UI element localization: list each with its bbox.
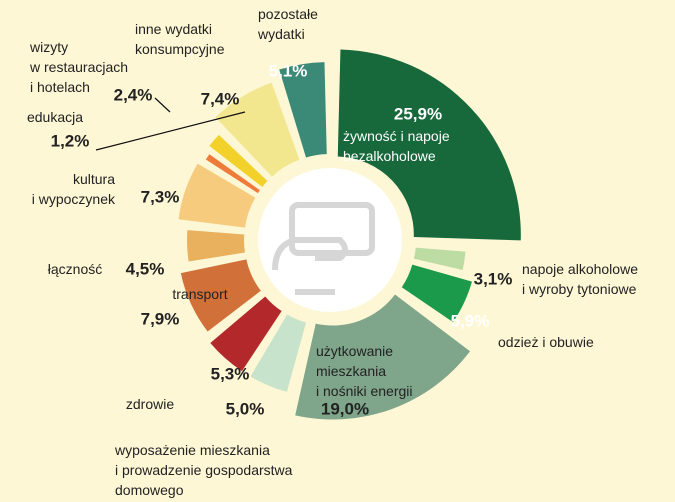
category-label: wyposażenie mieszkania i prowadzenie gosp… bbox=[114, 442, 293, 498]
value-label: 5,9% bbox=[451, 311, 490, 330]
value-label: 1,2% bbox=[51, 131, 90, 150]
slice bbox=[209, 134, 268, 187]
category-label: kultura i wypoczynek bbox=[32, 171, 116, 207]
value-label: 5,1% bbox=[269, 61, 308, 80]
slice bbox=[337, 49, 521, 241]
slice bbox=[413, 247, 466, 270]
category-label: wizyty w restauracjach i hotelach bbox=[29, 39, 128, 95]
slice bbox=[187, 230, 245, 262]
category-label: pozostałe wydatki bbox=[257, 6, 318, 42]
value-label: 7,4% bbox=[201, 89, 240, 108]
slice bbox=[250, 314, 307, 392]
center-icon bbox=[272, 202, 375, 295]
slice bbox=[401, 264, 472, 323]
value-label: 7,9% bbox=[141, 309, 180, 328]
value-label: 19,0% bbox=[321, 399, 369, 418]
value-label: 3,1% bbox=[474, 269, 513, 288]
slice bbox=[215, 82, 300, 177]
category-label: inne wydatki konsumpcyjne bbox=[135, 21, 225, 57]
slice bbox=[180, 259, 261, 332]
value-label: 2,4% bbox=[114, 85, 153, 104]
category-label: łączność bbox=[48, 261, 102, 277]
slice bbox=[279, 62, 327, 158]
value-label: 7,3% bbox=[141, 187, 180, 206]
value-label: 25,9% bbox=[394, 104, 442, 123]
category-label: napoje alkoholowe i wyroby tytoniowe bbox=[522, 261, 638, 297]
category-label: żywność i napoje bezalkoholowe bbox=[343, 128, 450, 164]
slice bbox=[295, 294, 470, 420]
value-label: 5,0% bbox=[226, 399, 265, 418]
slice bbox=[178, 163, 256, 228]
slice bbox=[205, 154, 260, 194]
value-label: 5,3% bbox=[211, 364, 250, 383]
category-label: zdrowie bbox=[126, 396, 174, 412]
category-label: użytkowanie mieszkania i nośniki energii bbox=[316, 343, 413, 399]
category-label: odzież i obuwie bbox=[498, 334, 594, 350]
category-label: edukacja bbox=[27, 109, 83, 125]
slice bbox=[210, 296, 282, 372]
value-label: 4,5% bbox=[126, 259, 165, 278]
leader-lines bbox=[95, 97, 246, 151]
category-label: transport bbox=[172, 286, 227, 302]
